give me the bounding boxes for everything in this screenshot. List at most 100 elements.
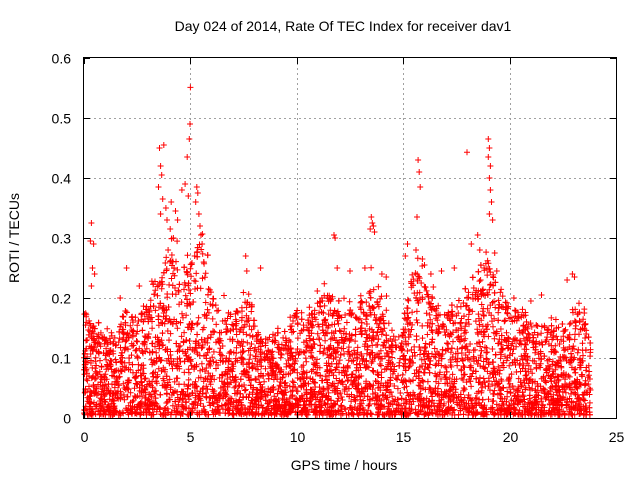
data-point [465,356,472,363]
data-point [269,348,276,355]
data-point [244,369,251,376]
data-point [515,315,521,322]
data-point [285,399,291,406]
data-point [177,391,184,398]
data-point [538,355,544,362]
data-point [214,407,221,414]
data-point [397,343,404,350]
data-point [519,330,526,337]
data-point [97,395,104,402]
data-point [526,376,533,383]
data-point [452,389,459,396]
data-point [417,386,424,392]
data-point [466,321,472,328]
data-point [351,404,358,410]
data-point [404,348,411,354]
data-point [368,264,375,271]
data-point [195,314,202,321]
data-point [516,340,523,347]
data-point [543,379,550,386]
data-point [276,382,283,389]
data-point [203,312,210,319]
data-point [261,355,268,362]
data-point [483,406,490,413]
data-point [519,356,526,363]
data-point [252,375,259,382]
data-point [462,335,469,342]
data-point [331,321,338,328]
data-point [314,288,321,294]
data-point [454,346,461,352]
data-point [491,411,498,417]
data-point [450,320,457,327]
data-point [217,357,224,364]
data-point [475,311,482,318]
data-point [484,291,491,298]
data-point [268,396,275,403]
data-point [330,400,337,407]
data-point [520,312,527,319]
data-point [410,389,417,396]
data-point [355,367,362,374]
data-point [222,393,229,400]
data-point [179,310,185,317]
data-point [316,336,323,343]
data-point [428,339,435,346]
data-point [319,394,326,401]
data-point [294,346,301,352]
data-point [431,345,438,352]
data-point [294,369,301,376]
data-point [93,362,100,369]
data-point [243,331,250,338]
data-point [171,378,178,385]
data-point [461,313,467,320]
data-point [518,383,525,390]
data-point [414,255,421,262]
data-point [376,350,383,357]
data-point [478,291,485,298]
data-point [505,344,512,351]
data-point [278,351,285,358]
data-point [90,335,97,342]
data-point [419,403,426,410]
data-point [464,294,470,301]
data-point [389,342,396,349]
data-point [163,390,170,397]
data-point [511,337,518,344]
data-point [121,359,128,366]
data-point [395,372,402,379]
data-point [449,411,456,418]
data-point [390,397,397,404]
data-point [341,350,348,357]
data-point [305,327,312,334]
data-point [275,344,282,351]
data-point [400,378,407,385]
data-point [232,374,239,381]
data-point [200,385,207,391]
data-point [264,370,271,377]
data-point [169,291,176,298]
data-point [303,374,310,381]
data-point [378,374,385,381]
data-point [581,382,588,389]
data-point [419,377,426,384]
data-point [484,356,490,363]
data-point [119,363,126,370]
data-point [502,317,509,324]
data-point [231,384,238,391]
data-point [257,387,264,394]
data-point [322,316,329,323]
data-point [374,411,381,418]
data-point [391,383,398,389]
data-point [228,395,235,402]
data-point [418,356,425,363]
data-point [89,409,96,416]
data-point [166,396,173,403]
data-point [566,344,573,350]
data-point [576,357,583,364]
data-point [319,327,326,334]
data-point [408,278,415,285]
data-point [186,321,193,328]
data-point [495,297,502,304]
data-point [209,315,216,322]
